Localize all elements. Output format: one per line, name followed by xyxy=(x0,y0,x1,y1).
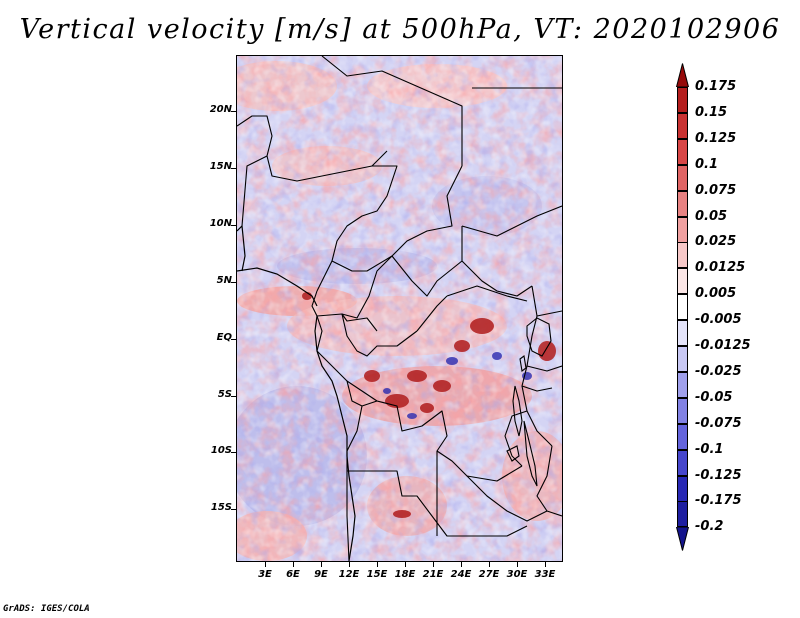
colorbar-label: -0.05 xyxy=(695,389,733,405)
colorbar-label: -0.0125 xyxy=(695,338,751,353)
lon-label: 33E xyxy=(534,569,556,580)
velocity-field-layer xyxy=(237,56,562,561)
colorbar-label: -0.2 xyxy=(695,519,724,535)
colorbar-label: 0.075 xyxy=(695,182,737,198)
colorbar-swatch xyxy=(677,449,688,476)
lon-label: 15E xyxy=(366,569,388,580)
colorbar-swatch xyxy=(677,164,688,191)
lat-tick xyxy=(231,282,236,283)
lon-label: 30E xyxy=(506,569,528,580)
colorbar-swatch xyxy=(677,501,688,528)
colorbar-label: 0.1 xyxy=(695,156,719,172)
lat-label: 5N xyxy=(216,275,232,286)
lon-tick xyxy=(349,562,350,567)
lat-label: 15N xyxy=(209,161,232,172)
lat-tick xyxy=(231,509,236,510)
lon-label: 27E xyxy=(478,569,500,580)
colorbar-swatch xyxy=(677,112,688,139)
map-plot-area xyxy=(236,55,563,562)
lat-tick xyxy=(231,452,236,453)
lat-tick xyxy=(231,225,236,226)
lon-label: 3E xyxy=(258,569,272,580)
lon-label: 6E xyxy=(286,569,300,580)
lon-tick xyxy=(489,562,490,567)
colorbar-label: 0.125 xyxy=(695,130,737,146)
lat-tick xyxy=(231,168,236,169)
lakes xyxy=(506,317,552,487)
lon-tick xyxy=(405,562,406,567)
colorbar-label: -0.025 xyxy=(695,363,742,379)
colorbar-label: -0.075 xyxy=(695,415,742,431)
colorbar-swatch xyxy=(677,87,688,113)
lon-tick xyxy=(461,562,462,567)
lon-tick xyxy=(517,562,518,567)
lon-label: 21E xyxy=(422,569,444,580)
lat-label: 5S xyxy=(217,389,232,400)
lon-tick xyxy=(265,562,266,567)
colorbar-bottom-arrow xyxy=(676,527,689,551)
colorbar-label: -0.1 xyxy=(695,441,724,457)
lon-tick xyxy=(433,562,434,567)
colorbar-label: 0.05 xyxy=(695,208,728,224)
lat-label: 10S xyxy=(210,445,232,456)
lon-label: 18E xyxy=(394,569,416,580)
lat-tick xyxy=(231,111,236,112)
chart-title: Vertical velocity [m/s] at 500hPa, VT: 2… xyxy=(19,14,781,45)
lon-tick xyxy=(293,562,294,567)
lon-label: 24E xyxy=(450,569,472,580)
colorbar-swatch xyxy=(677,371,688,398)
lat-label: 10N xyxy=(209,218,232,229)
colorbar-swatch xyxy=(677,475,688,502)
colorbar-label: -0.125 xyxy=(695,467,742,483)
lon-tick xyxy=(377,562,378,567)
colorbar-swatch xyxy=(677,242,688,269)
colorbar-label: 0.15 xyxy=(695,104,728,120)
lon-label: 9E xyxy=(314,569,328,580)
country-borders xyxy=(237,56,562,561)
lon-tick xyxy=(545,562,546,567)
lat-label: 15S xyxy=(210,502,232,513)
colorbar-swatch xyxy=(677,138,688,165)
colorbar-swatch xyxy=(677,268,688,295)
colorbar-label: -0.005 xyxy=(695,312,742,328)
colorbar-swatch xyxy=(677,294,688,321)
colorbar-label: 0.005 xyxy=(695,286,737,302)
colorbar-label: 0.175 xyxy=(695,79,737,94)
colorbar-label: -0.175 xyxy=(695,493,742,509)
lat-label: 20N xyxy=(209,104,232,115)
colorbar-swatch xyxy=(677,423,688,450)
lat-tick xyxy=(231,396,236,397)
colorbar-swatch xyxy=(677,346,688,372)
colorbar-swatch xyxy=(677,397,688,424)
colorbar-label: 0.0125 xyxy=(695,260,746,276)
colorbar-swatch xyxy=(677,216,688,243)
colorbar-swatch xyxy=(677,190,688,217)
footer-credit: GrADS: IGES/COLA xyxy=(3,604,90,614)
coastline xyxy=(237,224,356,561)
lon-label: 12E xyxy=(338,569,360,580)
colorbar-swatch xyxy=(677,320,688,347)
lat-label: EQ xyxy=(216,332,232,343)
lon-tick xyxy=(321,562,322,567)
colorbar-top-arrow xyxy=(676,63,689,87)
colorbar-label: 0.025 xyxy=(695,234,737,250)
lat-tick xyxy=(231,339,236,340)
